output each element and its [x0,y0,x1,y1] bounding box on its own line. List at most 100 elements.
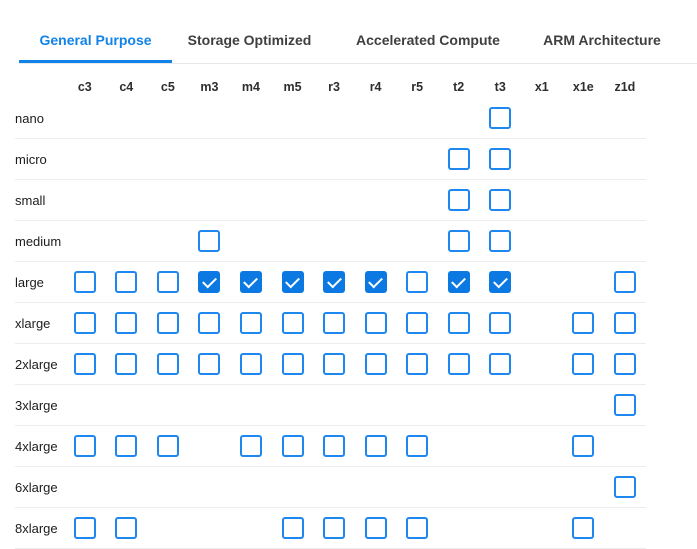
checkbox-x1e-4xlarge[interactable] [572,435,595,457]
cell-z1d-3xlarge [604,394,646,416]
checkbox-t3-nano[interactable] [489,107,512,129]
row-label-nano: nano [15,110,44,126]
checkbox-r3-xlarge[interactable] [323,312,346,334]
cell-t2-large [438,271,480,293]
checkbox-m5-large[interactable] [281,271,304,293]
checkbox-c4-4xlarge[interactable] [115,435,138,457]
checkbox-t2-micro[interactable] [447,148,470,170]
table-row-small: small [15,180,646,221]
checkbox-r5-2xlarge[interactable] [406,353,429,375]
checkbox-r4-2xlarge[interactable] [364,353,387,375]
checkbox-m4-2xlarge[interactable] [239,353,262,375]
checkbox-m5-4xlarge[interactable] [281,435,304,457]
checkbox-c4-large[interactable] [115,271,138,293]
column-header-r5: r5 [411,80,424,94]
cell-t3-2xlarge [479,353,521,375]
checkbox-t3-small[interactable] [489,189,512,211]
checkbox-m5-8xlarge[interactable] [281,517,304,539]
tab-accelerated-compute[interactable]: Accelerated Compute [356,32,500,48]
checkbox-m5-xlarge[interactable] [281,312,304,334]
cell-r5-4xlarge [396,435,438,457]
cell-m5-8xlarge [272,517,314,539]
checkbox-z1d-3xlarge[interactable] [613,394,636,416]
checkbox-c3-xlarge[interactable] [73,312,96,334]
checkbox-r5-8xlarge[interactable] [406,517,429,539]
cell-c3-xlarge [64,312,106,334]
checkbox-m4-large[interactable] [239,271,262,293]
checkbox-r5-large[interactable] [406,271,429,293]
checkbox-z1d-large[interactable] [613,271,636,293]
checkbox-c4-xlarge[interactable] [115,312,138,334]
checkbox-x1e-xlarge[interactable] [572,312,595,334]
row-label-2xlarge: 2xlarge [15,356,58,372]
checkbox-t3-medium[interactable] [489,230,512,252]
cell-r3-2xlarge [313,353,355,375]
checkbox-m3-xlarge[interactable] [198,312,221,334]
checkbox-m3-2xlarge[interactable] [198,353,221,375]
checkbox-r3-large[interactable] [323,271,346,293]
checkbox-r4-8xlarge[interactable] [364,517,387,539]
checkbox-t2-large[interactable] [447,271,470,293]
table-row-micro: micro [15,139,646,180]
column-header-c3: c3 [77,80,92,94]
checkbox-m3-large[interactable] [198,271,221,293]
checkbox-x1e-8xlarge[interactable] [572,517,595,539]
checkbox-m4-xlarge[interactable] [239,312,262,334]
column-header-m3: m3 [200,80,219,94]
checkbox-z1d-2xlarge[interactable] [613,353,636,375]
checkbox-t3-micro[interactable] [489,148,512,170]
table-row-nano: nano [15,98,646,139]
cell-c5-4xlarge [147,435,189,457]
checkbox-t3-2xlarge[interactable] [489,353,512,375]
cell-z1d-2xlarge [604,353,646,375]
checkbox-t2-small[interactable] [447,189,470,211]
cell-t3-small [479,189,521,211]
tab-arm-architecture[interactable]: ARM Architecture [543,32,661,48]
checkbox-r3-4xlarge[interactable] [323,435,346,457]
checkbox-c4-2xlarge[interactable] [115,353,138,375]
cell-m5-large [272,271,314,293]
checkbox-c3-8xlarge[interactable] [73,517,96,539]
cell-m5-xlarge [272,312,314,334]
checkbox-m4-4xlarge[interactable] [239,435,262,457]
tab-storage-optimized[interactable]: Storage Optimized [187,32,312,48]
checkbox-c3-4xlarge[interactable] [73,435,96,457]
checkbox-r4-4xlarge[interactable] [364,435,387,457]
checkbox-t3-xlarge[interactable] [489,312,512,334]
cell-c5-xlarge [147,312,189,334]
checkbox-r5-4xlarge[interactable] [406,435,429,457]
checkbox-c4-8xlarge[interactable] [115,517,138,539]
checkbox-t2-2xlarge[interactable] [447,353,470,375]
cell-t2-2xlarge [438,353,480,375]
checkbox-m3-medium[interactable] [198,230,221,252]
checkbox-z1d-xlarge[interactable] [613,312,636,334]
row-label-small: small [15,192,46,208]
checkbox-r5-xlarge[interactable] [406,312,429,334]
cell-t3-xlarge [479,312,521,334]
checkbox-m5-2xlarge[interactable] [281,353,304,375]
checkbox-t2-medium[interactable] [447,230,470,252]
cell-c3-large [64,271,106,293]
table-row-4xlarge: 4xlarge [15,426,646,467]
checkbox-x1e-2xlarge[interactable] [572,353,595,375]
instance-type-matrix: c3 c4 c5 m3 m4 m5 r3 r4 r5 t2 t3 x1 x1e z1d nano micro… [15,76,646,549]
checkbox-c5-xlarge[interactable] [156,312,179,334]
checkbox-r4-large[interactable] [364,271,387,293]
cell-c3-8xlarge [64,517,106,539]
cell-r4-8xlarge [355,517,397,539]
checkbox-c3-large[interactable] [73,271,96,293]
checkbox-r3-2xlarge[interactable] [323,353,346,375]
tab-general-purpose[interactable]: General Purpose [19,27,172,63]
checkbox-r3-8xlarge[interactable] [323,517,346,539]
checkbox-c5-4xlarge[interactable] [156,435,179,457]
matrix-column-headers: c3 c4 c5 m3 m4 m5 r3 r4 r5 t2 t3 x1 x1e z1d [15,76,646,98]
checkbox-r4-xlarge[interactable] [364,312,387,334]
checkbox-c3-2xlarge[interactable] [73,353,96,375]
checkbox-c5-2xlarge[interactable] [156,353,179,375]
checkbox-t3-large[interactable] [489,271,512,293]
column-header-t3: t3 [494,80,506,94]
checkbox-t2-xlarge[interactable] [447,312,470,334]
checkbox-c5-large[interactable] [156,271,179,293]
cell-m4-4xlarge [230,435,272,457]
checkbox-z1d-6xlarge[interactable] [613,476,636,498]
